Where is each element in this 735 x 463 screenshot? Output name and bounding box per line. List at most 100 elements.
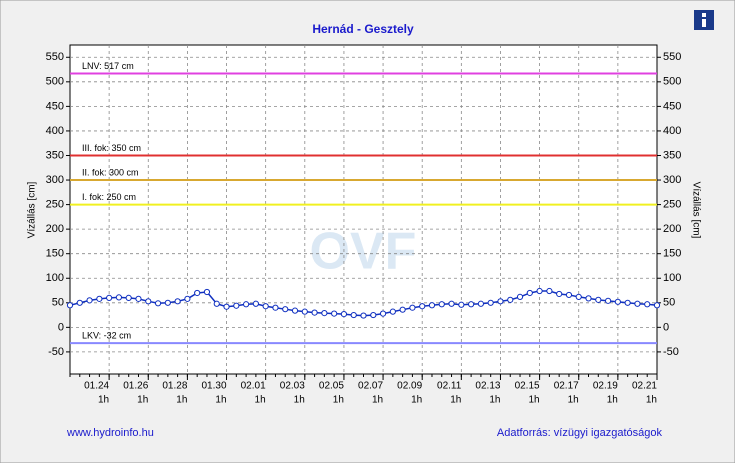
x-tick-sublabel: 1h bbox=[176, 395, 187, 406]
data-point bbox=[399, 306, 406, 313]
chart-title: Hernád - Gesztely bbox=[312, 22, 414, 36]
footer-left[interactable]: www.hydroinfo.hu bbox=[66, 427, 154, 439]
data-point bbox=[96, 295, 103, 302]
x-tick-label: 02.09 bbox=[397, 381, 422, 392]
x-tick-label: 01.26 bbox=[123, 381, 148, 392]
data-point bbox=[516, 293, 524, 301]
x-tick-label: 02.03 bbox=[280, 381, 305, 392]
y-tick-label: 0 bbox=[58, 321, 64, 333]
y2-tick-label: 300 bbox=[663, 174, 681, 186]
data-point bbox=[595, 296, 602, 303]
x-tick-label: 02.21 bbox=[632, 381, 657, 392]
x-tick-label: 02.11 bbox=[437, 381, 462, 392]
x-tick-sublabel: 1h bbox=[450, 395, 461, 406]
y-tick-label: -50 bbox=[48, 346, 64, 358]
x-tick-sublabel: 1h bbox=[98, 395, 109, 406]
data-point bbox=[565, 291, 573, 299]
data-point bbox=[154, 300, 162, 307]
data-point bbox=[135, 295, 142, 302]
y2-tick-label: 200 bbox=[663, 223, 681, 235]
threshold-label: I. fok: 250 cm bbox=[82, 192, 136, 202]
y-tick-label: 350 bbox=[46, 149, 64, 161]
y2-tick-label: 0 bbox=[663, 321, 669, 333]
data-point bbox=[448, 300, 455, 307]
data-point bbox=[497, 298, 504, 305]
data-point bbox=[409, 304, 416, 311]
x-tick-sublabel: 1h bbox=[372, 395, 383, 406]
info-icon-dot[interactable] bbox=[702, 13, 706, 17]
x-tick-label: 02.07 bbox=[358, 381, 383, 392]
data-point bbox=[76, 299, 83, 306]
data-point bbox=[634, 300, 641, 307]
data-point bbox=[360, 312, 367, 319]
y-tick-label: 250 bbox=[46, 198, 64, 210]
data-point bbox=[389, 308, 396, 315]
y-tick-label: 450 bbox=[46, 100, 64, 112]
x-tick-label: 02.01 bbox=[241, 381, 266, 392]
data-point bbox=[624, 299, 631, 306]
data-point bbox=[458, 301, 465, 308]
data-point bbox=[331, 310, 338, 317]
y-tick-label: 300 bbox=[46, 174, 64, 186]
data-point bbox=[164, 299, 171, 306]
data-point bbox=[203, 288, 211, 296]
y2-tick-label: 250 bbox=[663, 198, 681, 210]
data-point bbox=[653, 302, 661, 309]
data-point bbox=[575, 293, 582, 301]
y2-tick-label: 450 bbox=[663, 100, 681, 112]
data-point bbox=[184, 295, 191, 302]
y-tick-label: 150 bbox=[46, 248, 64, 260]
data-point bbox=[243, 301, 250, 308]
x-tick-sublabel: 1h bbox=[489, 395, 500, 406]
x-tick-sublabel: 1h bbox=[411, 395, 422, 406]
x-tick-label: 01.30 bbox=[202, 381, 227, 392]
data-point bbox=[585, 295, 592, 302]
data-point bbox=[370, 311, 377, 319]
x-tick-label: 02.17 bbox=[554, 381, 579, 392]
y-tick-label: 550 bbox=[46, 51, 64, 63]
x-tick-sublabel: 1h bbox=[255, 395, 266, 406]
data-point bbox=[526, 289, 533, 297]
data-point bbox=[556, 290, 563, 298]
data-point bbox=[536, 287, 543, 295]
data-point bbox=[340, 310, 348, 318]
data-point bbox=[487, 299, 494, 306]
data-point bbox=[428, 302, 436, 309]
threshold-label: III. fok: 350 cm bbox=[82, 143, 141, 153]
footer-right: Adatforrás: vízügyi igazgatóságok bbox=[497, 427, 663, 439]
x-tick-label: 01.28 bbox=[162, 381, 187, 392]
x-tick-sublabel: 1h bbox=[137, 395, 148, 406]
data-point bbox=[115, 294, 123, 301]
x-tick-sublabel: 1h bbox=[294, 395, 305, 406]
threshold-label: LKV: -32 cm bbox=[82, 330, 131, 340]
info-icon-bar[interactable] bbox=[702, 19, 706, 27]
data-point bbox=[66, 302, 74, 309]
y-tick-label: 500 bbox=[46, 76, 64, 88]
data-point bbox=[125, 294, 132, 301]
threshold-label: LNV: 517 cm bbox=[82, 61, 134, 71]
x-tick-sublabel: 1h bbox=[528, 395, 539, 406]
y2-tick-label: 350 bbox=[663, 149, 681, 161]
data-point bbox=[438, 301, 445, 308]
x-tick-label: 02.13 bbox=[475, 381, 500, 392]
data-point bbox=[644, 301, 651, 308]
data-point bbox=[223, 303, 230, 310]
y2-tick-label: 400 bbox=[663, 125, 681, 137]
data-point bbox=[350, 311, 357, 319]
y2-tick-label: 100 bbox=[663, 272, 681, 284]
y-tick-label: 200 bbox=[46, 223, 64, 235]
info-icon[interactable] bbox=[694, 10, 714, 30]
x-tick-label: 02.19 bbox=[593, 381, 618, 392]
y2-tick-label: 150 bbox=[663, 248, 681, 260]
data-point bbox=[233, 302, 240, 309]
data-point bbox=[604, 297, 612, 304]
y-tick-label: 50 bbox=[52, 297, 64, 309]
y-tick-label: 400 bbox=[46, 125, 64, 137]
data-point bbox=[213, 300, 220, 307]
data-point bbox=[301, 308, 308, 315]
data-point bbox=[86, 297, 93, 304]
y2-tick-label: -50 bbox=[663, 346, 679, 358]
data-point bbox=[262, 303, 269, 310]
data-point bbox=[272, 304, 279, 311]
data-point bbox=[614, 298, 621, 305]
